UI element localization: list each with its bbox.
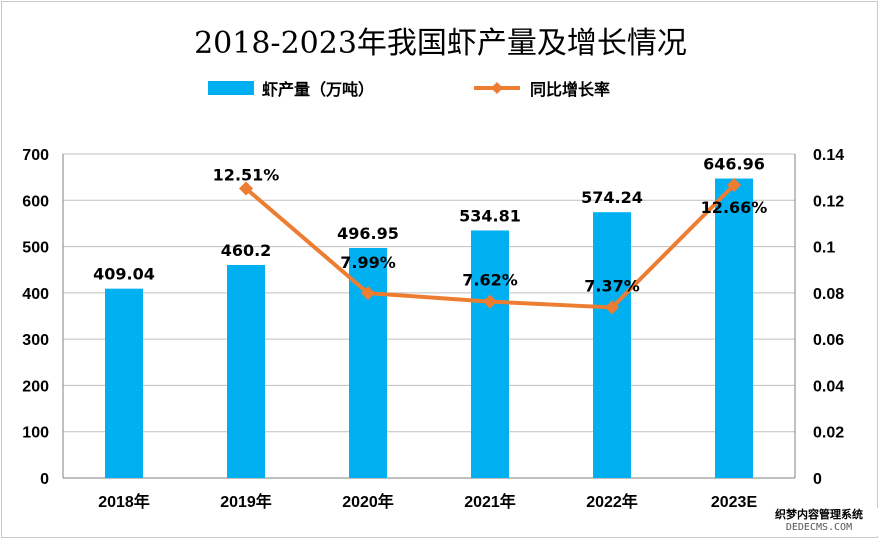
- growth-point: [483, 294, 497, 309]
- legend-label-production: 虾产量（万吨）: [262, 80, 375, 99]
- growth-point: [727, 178, 741, 193]
- watermark-line2: DEDECMS.COM: [785, 522, 853, 533]
- x-tick-label: 2020年: [342, 492, 394, 511]
- bar-data-label: 460.2: [221, 241, 272, 260]
- y-left-tick-label: 100: [22, 425, 49, 442]
- bar-data-label: 646.96: [703, 155, 765, 174]
- growth-point: [239, 181, 253, 196]
- growth-data-label: 7.99%: [340, 253, 396, 272]
- bar: [227, 264, 265, 478]
- growth-data-label: 7.62%: [462, 271, 518, 290]
- legend-item-production: 虾产量（万吨）: [208, 78, 375, 99]
- x-tick-label: 2018年: [98, 492, 150, 511]
- bar-data-label: 496.95: [337, 224, 399, 243]
- x-tick-label: 2023E: [711, 494, 758, 511]
- x-tick-label: 2022年: [586, 492, 638, 511]
- y-right-tick-label: 0.04: [813, 378, 844, 395]
- bar-data-label: 574.24: [581, 188, 643, 207]
- y-left-tick-label: 600: [22, 193, 49, 210]
- y-left-tick-label: 200: [22, 378, 49, 395]
- watermark-line1: 织梦内容管理系统: [775, 508, 863, 521]
- y-left-tick-label: 400: [22, 286, 49, 303]
- bar: [471, 230, 509, 478]
- x-tick-label: 2021年: [464, 492, 516, 511]
- y-left-tick-label: 700: [22, 147, 49, 164]
- y-left-tick-label: 500: [22, 240, 49, 257]
- growth-data-label: 12.66%: [701, 198, 768, 217]
- y-right-tick-label: 0.12: [813, 193, 844, 210]
- bar: [715, 178, 753, 479]
- y-right-tick-label: 0: [813, 471, 822, 488]
- bar: [105, 288, 143, 478]
- y-left-tick-label: 0: [40, 471, 49, 488]
- y-right-tick-label: 0.1: [813, 240, 835, 257]
- growth-point: [605, 300, 619, 315]
- bar-data-label: 409.04: [93, 265, 155, 284]
- legend-label-growth: 同比增长率: [530, 80, 611, 99]
- legend-item-growth: 同比增长率: [472, 78, 611, 99]
- bar-data-label: 534.81: [459, 206, 521, 225]
- y-right-tick-label: 0.08: [813, 286, 844, 303]
- x-tick-label: 2019年: [220, 492, 272, 511]
- growth-point: [361, 286, 375, 301]
- growth-data-label: 12.51%: [213, 165, 280, 184]
- y-right-tick-label: 0.02: [813, 425, 844, 442]
- y-left-tick-label: 300: [22, 332, 49, 349]
- y-right-tick-label: 0.14: [813, 147, 844, 164]
- chart-title: 2018-2023年我国虾产量及增长情况: [194, 26, 687, 61]
- y-right-tick-label: 0.06: [813, 332, 844, 349]
- growth-data-label: 7.37%: [584, 276, 640, 295]
- legend-swatch-bar: [208, 81, 254, 95]
- bar: [593, 212, 631, 478]
- watermark: 织梦内容管理系统 DEDECMS.COM: [760, 508, 878, 536]
- legend-swatch-line: [474, 82, 520, 94]
